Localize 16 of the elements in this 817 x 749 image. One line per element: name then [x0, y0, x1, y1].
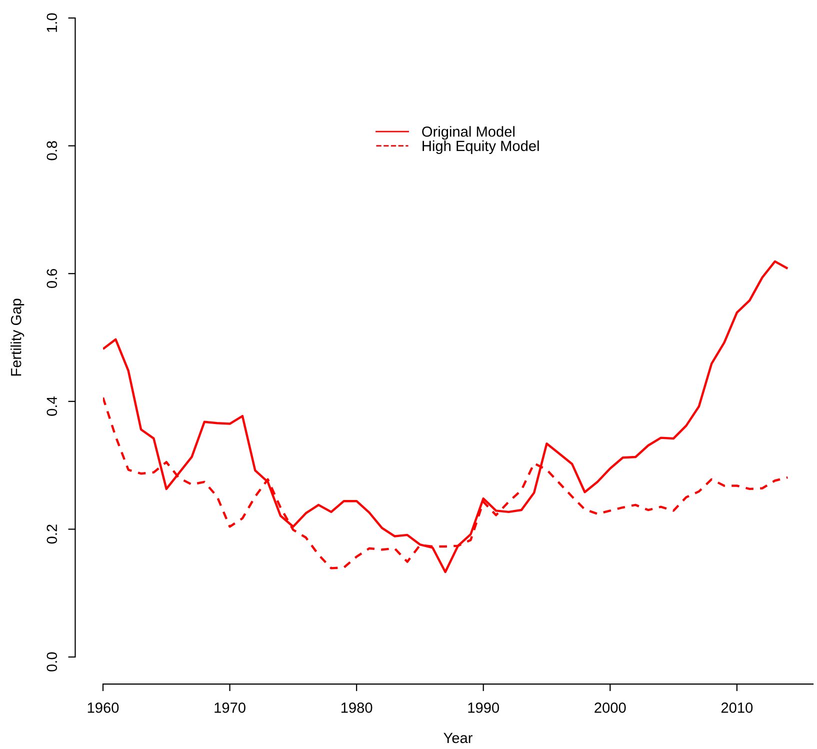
- x-tick-label: 1990: [468, 702, 500, 713]
- x-tick-label: 1980: [341, 702, 372, 713]
- y-tick-label: 0.2: [46, 524, 58, 544]
- x-tick-label: 2010: [721, 702, 753, 713]
- y-tick-label: 0.8: [46, 141, 58, 160]
- y-tick-label: 0.0: [46, 652, 58, 672]
- x-axis-title: Year: [444, 732, 472, 744]
- x-tick-label: 1960: [88, 702, 119, 713]
- y-tick-label: 0.4: [46, 396, 58, 416]
- legend-label: High Equity Model: [422, 140, 539, 154]
- x-tick-label: 2000: [594, 702, 626, 713]
- legend-label: Original Model: [422, 126, 514, 140]
- y-axis-title: Fertility Gap: [10, 298, 24, 376]
- y-tick-label: 1.0: [46, 13, 58, 32]
- y-tick-label: 0.6: [46, 268, 58, 288]
- x-tick-label: 1970: [214, 702, 246, 713]
